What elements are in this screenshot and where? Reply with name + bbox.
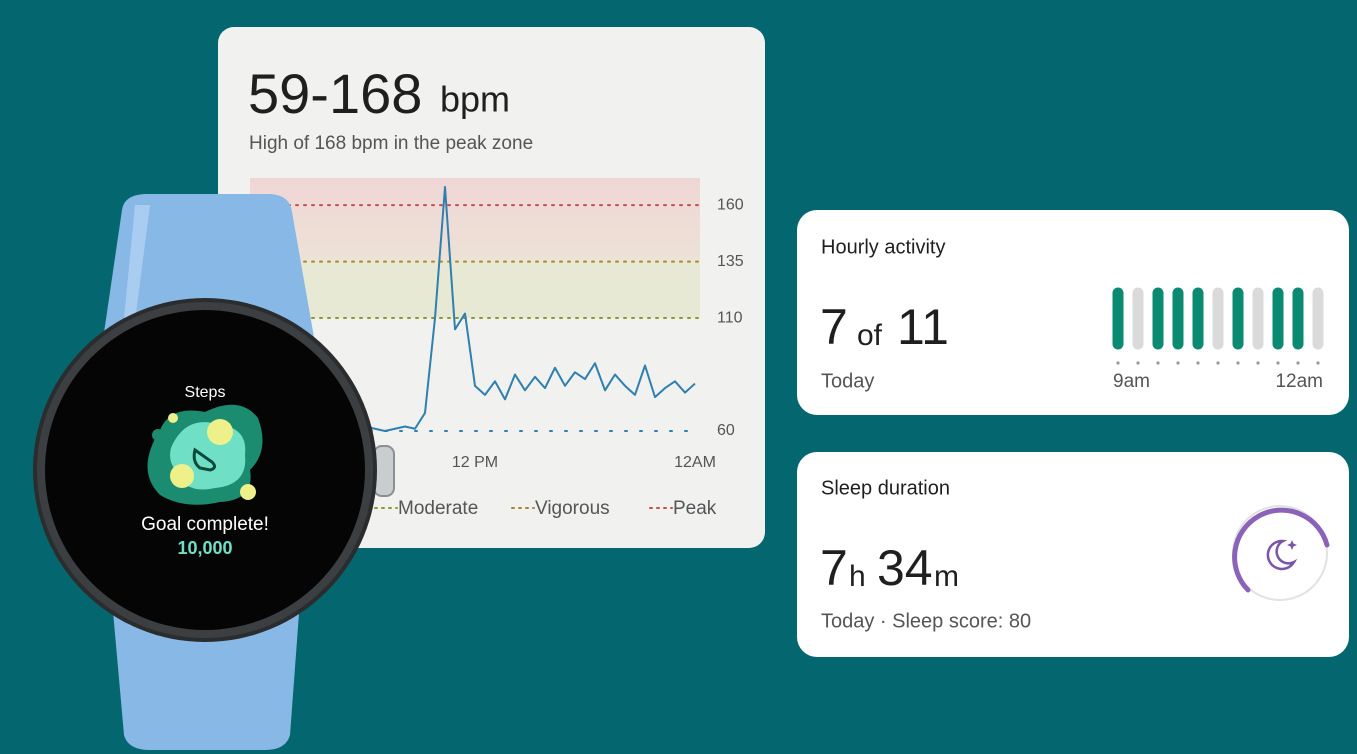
hour-bars — [1112, 287, 1324, 365]
hour-dot — [1256, 361, 1260, 365]
legend-label: Peak — [673, 498, 717, 519]
hour-dot — [1316, 361, 1320, 365]
sleep-hours: 7 — [820, 540, 848, 596]
heart-chart: 60 110 135 160 12 PM 12AM Moderate Vigorous Peak — [250, 178, 744, 519]
y-tick-label: 160 — [717, 196, 744, 213]
star-icon — [1287, 540, 1297, 550]
heart-subtitle: High of 168 bpm in the peak zone — [249, 133, 533, 154]
activity-period: Today — [821, 370, 874, 392]
watch-dot — [240, 484, 256, 500]
activity-card — [797, 210, 1349, 415]
sleep-minutes: 34 — [877, 540, 933, 596]
watch-dot — [152, 429, 164, 441]
legend-label: Vigorous — [535, 498, 610, 519]
shoe-icon — [192, 447, 217, 472]
watch-crown — [373, 445, 395, 497]
watch-count: 10,000 — [177, 538, 232, 558]
activity-total: 11 — [897, 299, 949, 355]
hour-dot — [1136, 361, 1140, 365]
watch-dot — [168, 413, 178, 423]
sleep-title: Sleep duration — [821, 477, 950, 499]
heart-range: 59-168 — [248, 62, 422, 125]
hour-dot — [1196, 361, 1200, 365]
y-tick-label: 60 — [717, 422, 735, 439]
sleep-m: m — [934, 560, 959, 593]
legend-label: Moderate — [398, 498, 478, 519]
watch-dot — [170, 464, 194, 488]
hour-dot — [1276, 361, 1280, 365]
watch-title: Steps — [185, 384, 226, 401]
watch-dot — [207, 419, 233, 445]
activity-done: 7 — [820, 299, 848, 355]
watch-message: Goal complete! — [141, 514, 269, 535]
moon-icon — [1266, 539, 1298, 571]
sleep-h: h — [849, 560, 866, 593]
activity-of: of — [857, 319, 883, 352]
watch: Steps Goal complete! 10,000 — [33, 194, 395, 750]
y-tick-label: 135 — [717, 253, 744, 270]
peak-band — [250, 178, 700, 262]
hour-dot — [1156, 361, 1160, 365]
x-tick-label: 12AM — [674, 454, 716, 471]
hour-dot — [1296, 361, 1300, 365]
activity-title: Hourly activity — [821, 236, 945, 258]
y-tick-label: 110 — [717, 309, 743, 326]
sleep-arc — [1232, 507, 1330, 593]
x-tick-label: 12 PM — [452, 454, 498, 471]
hour-dot — [1216, 361, 1220, 365]
hour-dot — [1176, 361, 1180, 365]
hour-dot — [1236, 361, 1240, 365]
activity-start-label: 9am — [1113, 371, 1150, 392]
vigorous-band — [250, 261, 700, 319]
hour-dot — [1116, 361, 1120, 365]
activity-end-label: 12am — [1275, 371, 1323, 392]
sleep-footer: Today · Sleep score: 80 — [821, 610, 1031, 632]
sleep-card — [797, 452, 1349, 657]
heart-unit: bpm — [440, 79, 510, 120]
